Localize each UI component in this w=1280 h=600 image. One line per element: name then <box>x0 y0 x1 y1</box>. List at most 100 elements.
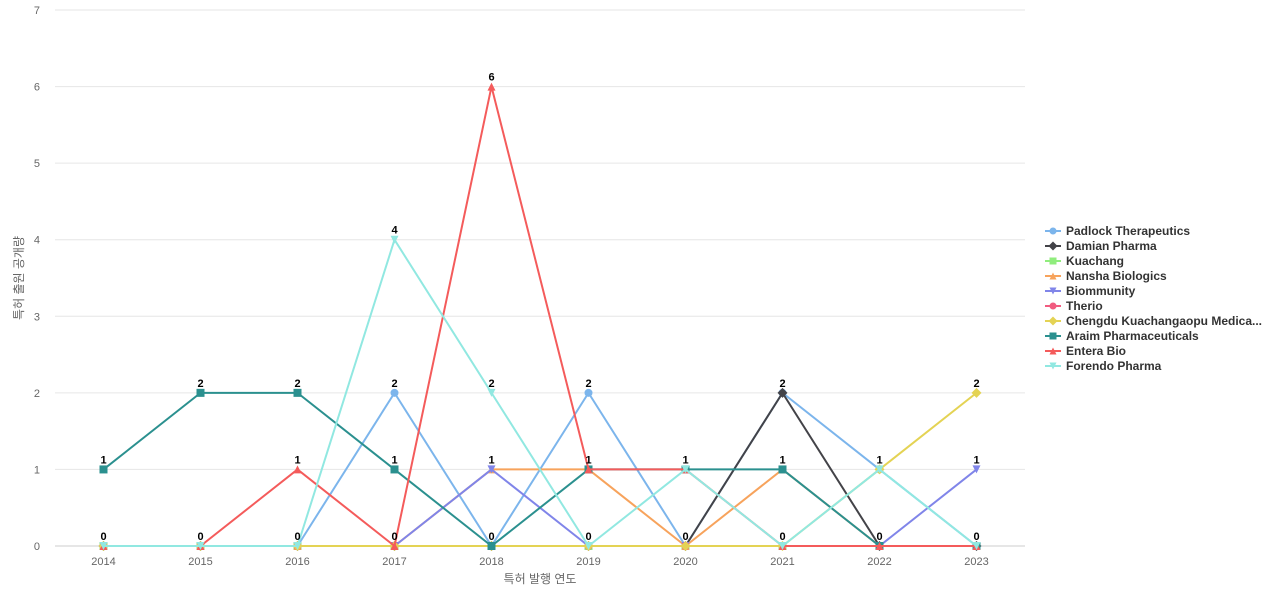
y-axis-title: 특허 출원 공개량 <box>12 236 26 320</box>
data-point[interactable] <box>875 542 884 550</box>
data-point[interactable] <box>584 388 593 397</box>
data-label: 2 <box>585 378 591 390</box>
legend-marker <box>1049 347 1057 355</box>
data-label: 0 <box>100 531 106 543</box>
x-tick-label: 2021 <box>770 556 794 568</box>
legend-label: Therio <box>1066 299 1103 313</box>
x-axis-title: 특허 발행 연도 <box>504 571 577 586</box>
data-label: 0 <box>197 531 203 543</box>
legend-marker <box>1049 362 1057 370</box>
legend-item[interactable]: Damian Pharma <box>1045 239 1157 253</box>
series-9 <box>99 235 981 550</box>
legend-item[interactable]: Biommunity <box>1045 284 1136 298</box>
x-tick-label: 2015 <box>188 556 212 568</box>
data-point[interactable] <box>584 542 593 550</box>
data-label: 2 <box>779 378 785 390</box>
data-point[interactable] <box>487 542 496 550</box>
y-tick-label: 0 <box>34 541 40 553</box>
data-point[interactable] <box>487 388 496 397</box>
data-label: 0 <box>294 531 300 543</box>
data-point[interactable] <box>680 541 691 551</box>
y-tick-label: 7 <box>34 5 40 17</box>
data-point[interactable] <box>972 465 981 474</box>
legend-item[interactable]: Chengdu Kuachangaopu Medica... <box>1045 314 1262 328</box>
data-point[interactable] <box>875 465 884 474</box>
data-label: 2 <box>294 378 300 390</box>
data-label: 0 <box>391 531 397 543</box>
legend-item[interactable]: Entera Bio <box>1045 344 1126 358</box>
legend-item[interactable]: Padlock Therapeutics <box>1045 224 1190 238</box>
legend-item[interactable]: Araim Pharmaceuticals <box>1045 329 1199 343</box>
data-label: 0 <box>682 531 688 543</box>
x-tick-label: 2023 <box>964 556 988 568</box>
data-point[interactable] <box>293 388 302 397</box>
data-point[interactable] <box>971 387 982 398</box>
legend-label: Forendo Pharma <box>1066 359 1162 373</box>
legend-item[interactable]: Therio <box>1045 299 1103 313</box>
legend-label: Biommunity <box>1066 284 1136 298</box>
data-label: 1 <box>100 454 106 466</box>
data-point[interactable] <box>293 465 302 474</box>
data-label: 2 <box>197 378 203 390</box>
data-label: 1 <box>682 454 688 466</box>
data-point[interactable] <box>196 542 205 550</box>
data-label: 1 <box>876 454 882 466</box>
series-line <box>103 85 977 547</box>
data-point[interactable] <box>390 465 399 474</box>
data-point[interactable] <box>196 388 205 397</box>
y-tick-label: 4 <box>34 235 40 247</box>
data-point[interactable] <box>390 235 399 244</box>
data-point[interactable] <box>681 465 690 474</box>
data-label: 0 <box>876 531 882 543</box>
x-tick-label: 2019 <box>576 556 600 568</box>
legend-marker <box>1048 316 1058 326</box>
data-label: 1 <box>585 454 591 466</box>
data-point[interactable] <box>777 387 788 398</box>
legend-item[interactable]: Forendo Pharma <box>1045 359 1162 373</box>
legend-marker <box>1049 272 1057 280</box>
legend-label: Nansha Biologics <box>1066 269 1167 283</box>
x-tick-label: 2016 <box>285 556 309 568</box>
legend-item[interactable]: Kuachang <box>1045 254 1124 268</box>
y-tick-label: 2 <box>34 388 40 400</box>
y-tick-label: 6 <box>34 82 40 94</box>
data-point[interactable] <box>390 542 399 550</box>
legend-label: Kuachang <box>1066 254 1124 268</box>
legend-label: Entera Bio <box>1066 344 1126 358</box>
y-tick-label: 5 <box>34 158 40 170</box>
legend-marker <box>1049 227 1057 235</box>
data-label: 1 <box>391 454 397 466</box>
data-label: 2 <box>488 378 494 390</box>
x-tick-label: 2022 <box>867 556 891 568</box>
data-label: 1 <box>779 454 785 466</box>
y-tick-label: 3 <box>34 311 40 323</box>
series-line <box>103 238 978 547</box>
data-point[interactable] <box>390 388 399 397</box>
data-point[interactable] <box>487 465 496 474</box>
data-point[interactable] <box>487 82 496 91</box>
data-label: 2 <box>391 378 397 390</box>
data-label: 1 <box>973 454 979 466</box>
data-label: 1 <box>294 454 300 466</box>
x-tick-label: 2020 <box>673 556 697 568</box>
legend-marker <box>1049 287 1057 295</box>
data-label: 1 <box>488 454 494 466</box>
data-point[interactable] <box>99 542 108 550</box>
legend-item[interactable]: Nansha Biologics <box>1045 269 1167 283</box>
x-tick-label: 2014 <box>91 556 115 568</box>
data-point[interactable] <box>778 465 787 474</box>
legend-label: Araim Pharmaceuticals <box>1066 329 1199 343</box>
legend-label: Padlock Therapeutics <box>1066 224 1190 238</box>
legend-marker <box>1049 332 1057 340</box>
data-point[interactable] <box>99 465 108 474</box>
x-tick-label: 2017 <box>382 556 406 568</box>
legend-marker <box>1049 257 1057 265</box>
data-point[interactable] <box>972 542 981 550</box>
data-point[interactable] <box>293 542 302 550</box>
x-tick-label: 2018 <box>479 556 503 568</box>
data-label: 2 <box>973 378 979 390</box>
data-label: 6 <box>488 72 494 84</box>
data-point[interactable] <box>584 465 593 474</box>
data-point[interactable] <box>778 542 787 550</box>
